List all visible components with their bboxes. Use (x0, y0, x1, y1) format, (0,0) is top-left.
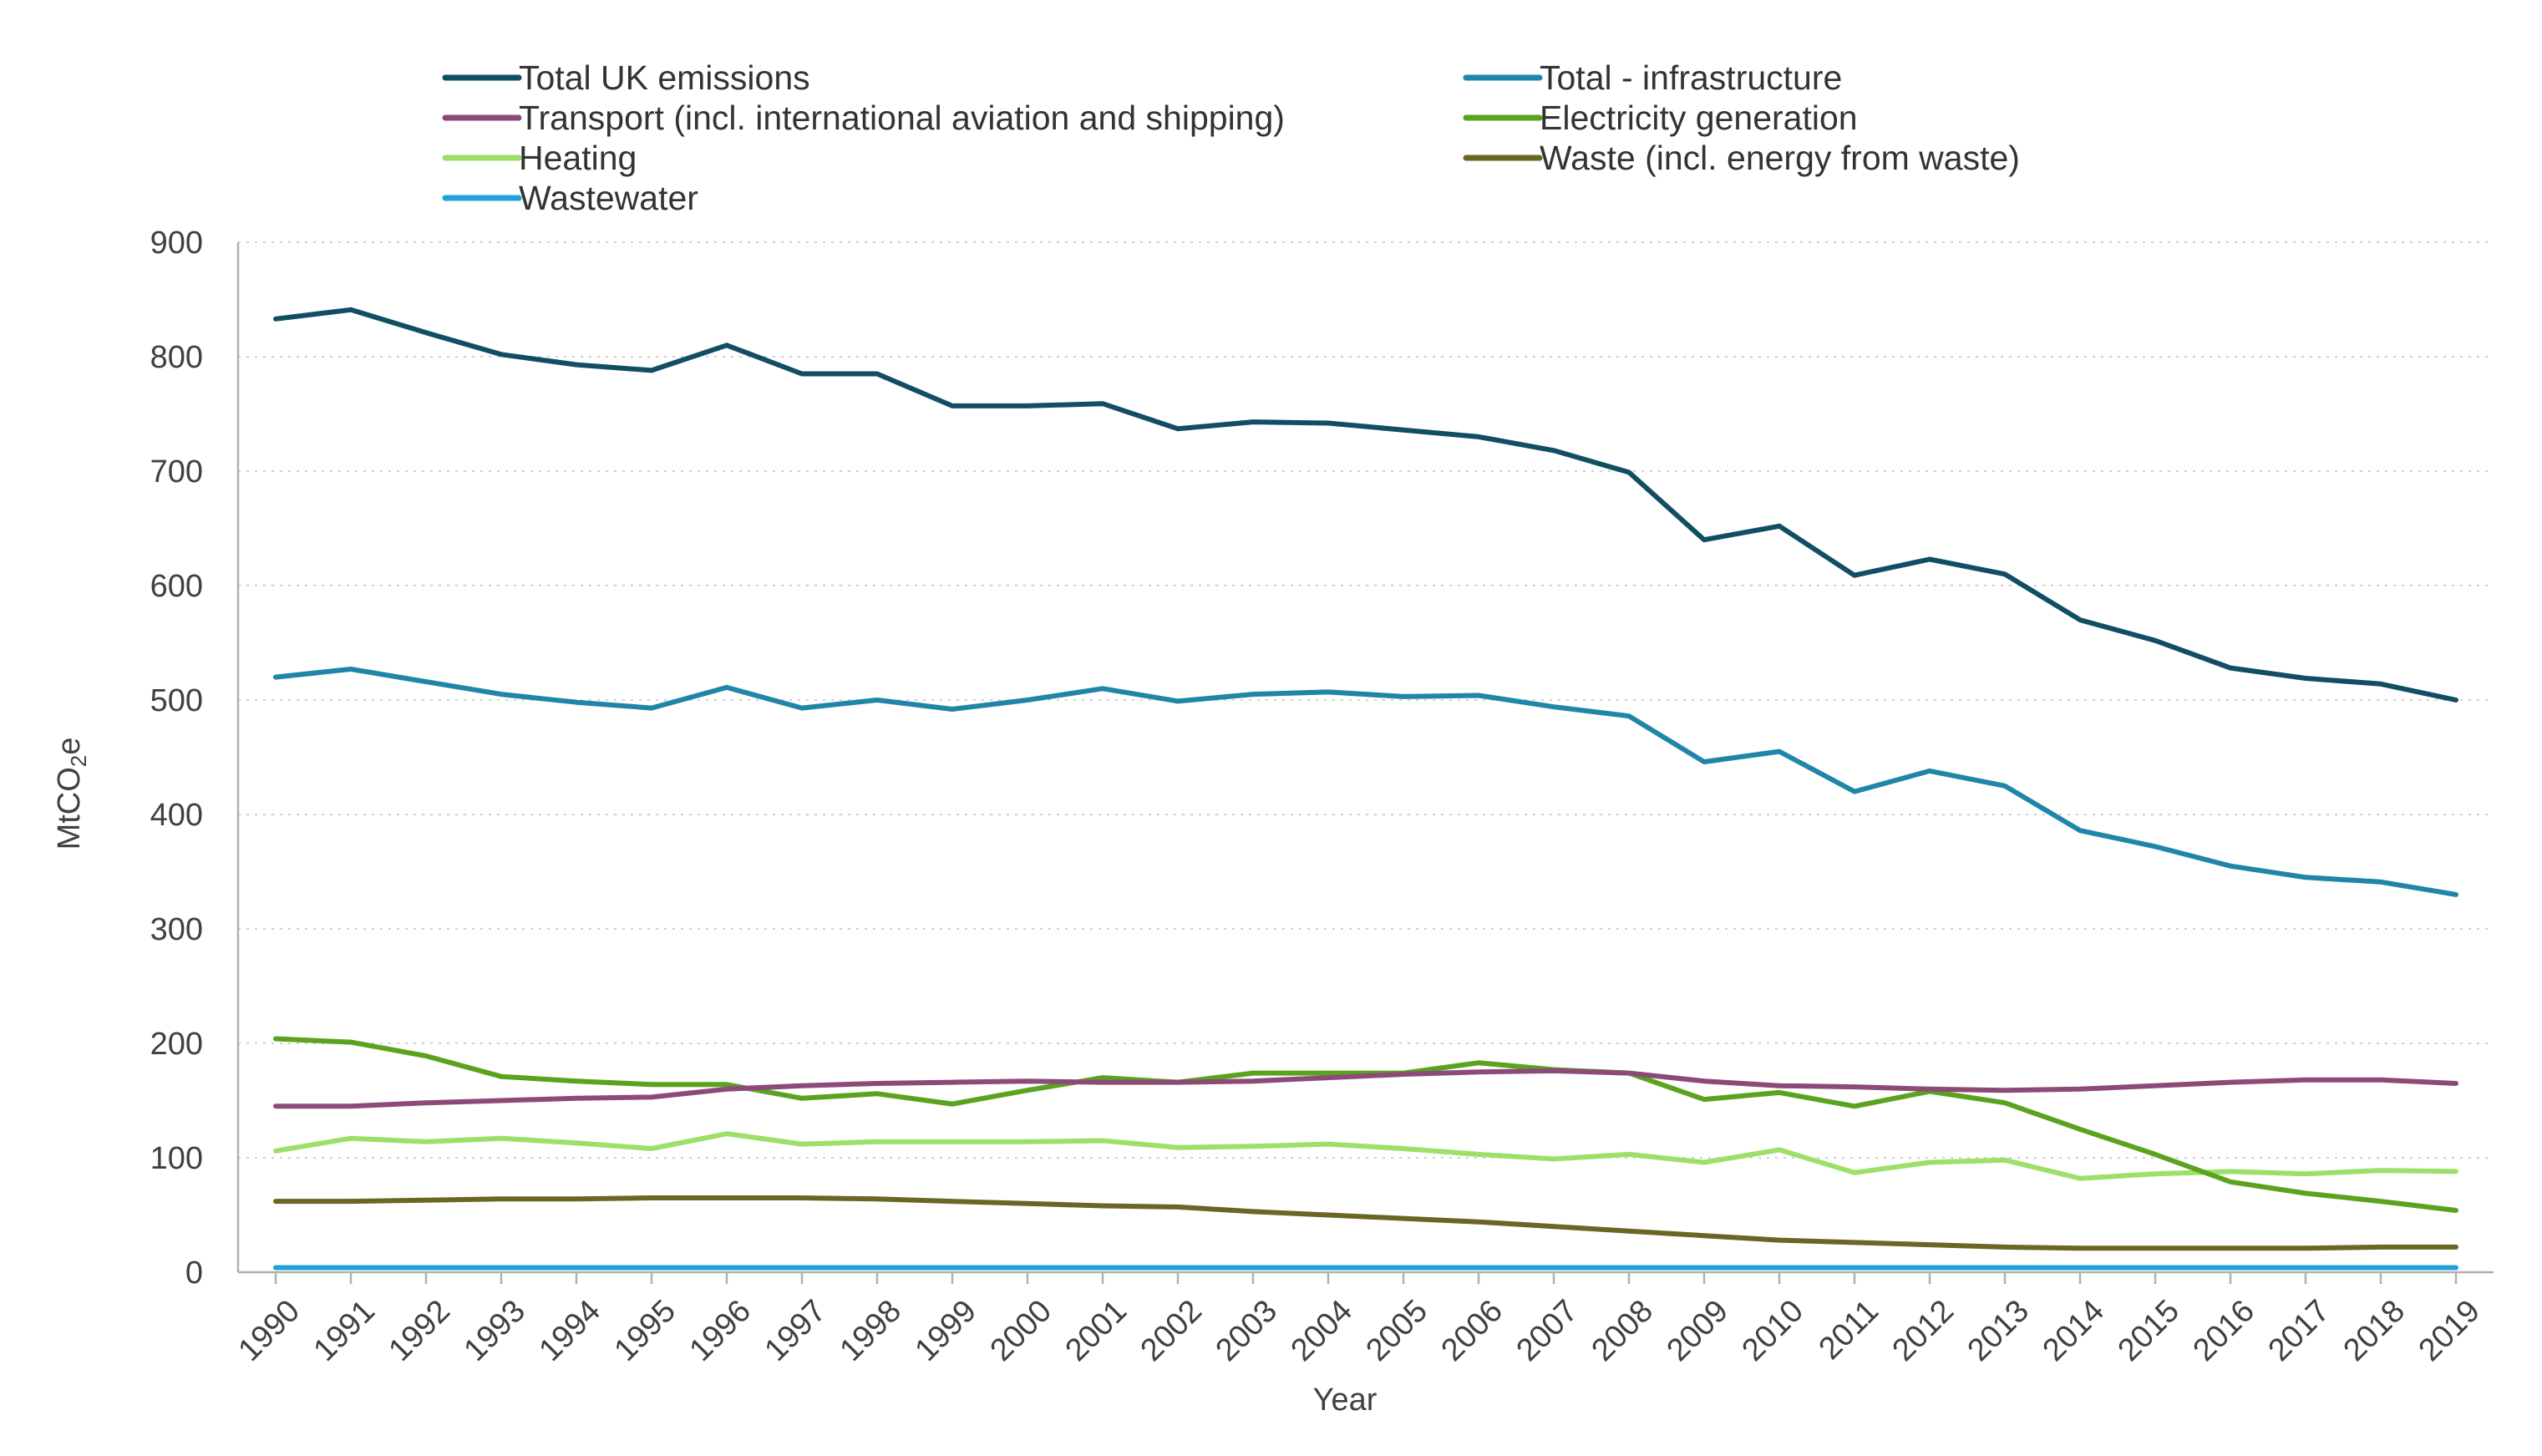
x-tick-label: 2014 (2037, 1293, 2111, 1367)
legend: Total UK emissions Total - infrastructure… (442, 58, 2020, 217)
x-tick-label: 2000 (984, 1293, 1058, 1367)
x-tick-label: 2009 (1661, 1293, 1735, 1367)
y-axis-title-subscript: 2 (66, 755, 91, 767)
y-tick-label: 200 (150, 1027, 203, 1062)
x-tick-label: 2003 (1210, 1293, 1284, 1367)
legend-label-wastewater: Wastewater (519, 179, 698, 217)
x-tick-label: 1992 (383, 1293, 457, 1367)
x-tick-label: 2006 (1435, 1293, 1509, 1367)
legend-label-waste-incl-energy-from-waste: Waste (incl. energy from waste) (1540, 139, 2020, 177)
x-tick-label: 1994 (533, 1293, 607, 1367)
series-lines (273, 307, 2458, 1271)
x-tick-label: 2007 (1510, 1293, 1585, 1367)
x-tick-label: 2005 (1360, 1293, 1434, 1367)
series-line-electricity-generation (273, 1036, 2458, 1213)
series-line-waste-incl-energy-from-waste (273, 1195, 2458, 1251)
x-tick-label: 2011 (1813, 1293, 1885, 1366)
x-tick-label: 2016 (2187, 1293, 2261, 1367)
y-tick-label: 400 (150, 798, 203, 833)
y-tick-label: 800 (150, 340, 203, 375)
x-axis-title: Year (1313, 1382, 1378, 1418)
y-tick-label: 700 (150, 454, 203, 490)
y-tick-label: 600 (150, 569, 203, 604)
y-tick-label: 300 (150, 912, 203, 947)
series-line-total-infrastructure (273, 667, 2458, 897)
series-line-total-uk-emissions (273, 307, 2458, 703)
x-tick-label: 2017 (2262, 1293, 2337, 1367)
y-tick-label: 900 (150, 226, 203, 261)
series-line-transport-incl-international-aviation-and-shipping (273, 1068, 2458, 1109)
x-tick-label: 2004 (1285, 1293, 1359, 1367)
y-axis-title-end: e (52, 738, 87, 755)
y-axis-title-main: MtCO (52, 767, 87, 850)
y-axis: 0 100 200 300 400 500 600 700 800 900 (150, 226, 240, 1291)
x-tick-label: 1998 (834, 1293, 908, 1367)
x-tick-label: 2008 (1586, 1293, 1660, 1367)
x-tick-label: 2013 (1961, 1293, 2036, 1367)
x-tick-label: 2012 (1886, 1293, 1961, 1367)
x-tick-label: 2001 (1059, 1293, 1134, 1367)
x-tick-label: 2019 (2413, 1293, 2487, 1367)
legend-label-transport-incl-international-aviation-and-shipping: Transport (incl. international aviation … (519, 99, 1285, 137)
x-tick-label: 2018 (2337, 1293, 2412, 1367)
y-tick-label: 0 (185, 1256, 203, 1291)
legend-label-total-uk-emissions: Total UK emissions (519, 58, 810, 97)
gridlines (238, 241, 2494, 1159)
x-tick-label: 2010 (1736, 1293, 1810, 1367)
y-tick-label: 100 (150, 1141, 203, 1176)
x-axis: 1990 1991 1992 1993 1994 1995 1996 1997 1998 1999… (232, 1271, 2494, 1368)
x-tick-label: 1990 (232, 1293, 307, 1367)
legend-label-total-infrastructure: Total - infrastructure (1540, 58, 1842, 97)
x-tick-label: 2002 (1134, 1293, 1209, 1367)
x-tick-label: 1997 (759, 1293, 833, 1367)
y-axis-title: MtCO2e (52, 738, 91, 850)
y-tick-label: 500 (150, 683, 203, 718)
x-tick-label: 1999 (909, 1293, 983, 1367)
x-tick-label: 1996 (683, 1293, 758, 1367)
x-tick-label: 2015 (2112, 1293, 2186, 1367)
x-tick-label: 1993 (458, 1293, 532, 1367)
legend-label-heating: Heating (519, 139, 637, 177)
x-tick-label: 1991 (307, 1293, 382, 1367)
legend-label-electricity-generation: Electricity generation (1540, 99, 1858, 137)
x-tick-label: 1995 (608, 1293, 682, 1367)
series-line-heating (273, 1131, 2458, 1181)
